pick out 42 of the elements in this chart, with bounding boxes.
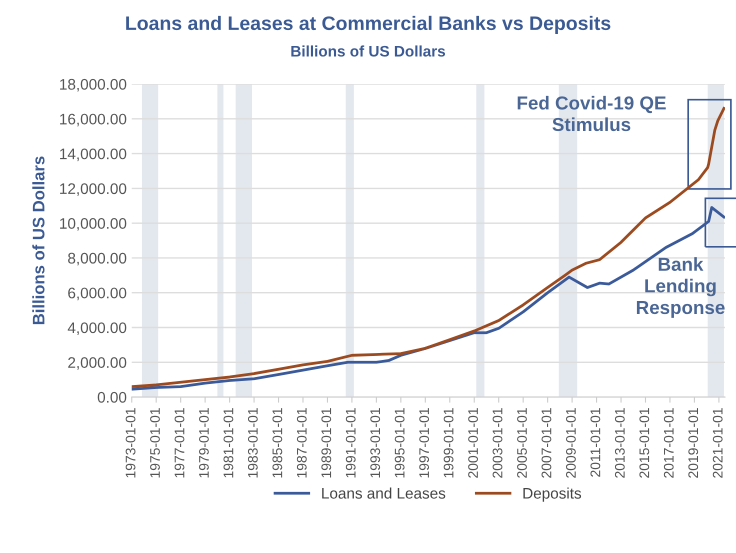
y-tick-label: 2,000.00 [68, 357, 126, 370]
x-tick-label: 2011-01-01 [590, 408, 600, 477]
y-axis-title: Billions of US Dollars [32, 156, 45, 324]
x-tick-label: 1999-01-01 [444, 408, 454, 478]
chart-subtitle: Billions of US Dollars [291, 45, 446, 57]
y-tick-label: 18,000.00 [60, 78, 126, 92]
x-tick-label: 2005-01-01 [517, 408, 527, 478]
y-tick-label: 8,000.00 [68, 252, 126, 266]
x-tick-label: 1977-01-01 [174, 408, 184, 478]
x-tick-label: 1975-01-01 [150, 408, 160, 478]
annotation: Fed Covid-19 QE Stimulus [518, 96, 666, 132]
x-tick-label: 1989-01-01 [321, 408, 332, 478]
y-tick-label: 4,000.00 [68, 322, 126, 335]
y-tick-label: 0.00 [98, 392, 126, 403]
x-tick-label: 2017-01-01 [664, 408, 674, 478]
x-tick-label: 1995-01-01 [394, 408, 405, 478]
x-tick-label: 1983-01-01 [248, 408, 258, 478]
annotation: Bank Lending Response [636, 257, 725, 318]
y-tick-label: 12,000.00 [60, 183, 126, 196]
y-tick-label: 14,000.00 [60, 148, 126, 162]
x-tick-label: 2015-01-01 [639, 408, 650, 478]
chart-title: Loans and Leases at Commercial Banks vs Deposits [126, 16, 610, 34]
legend-label: Loans and Leases [322, 487, 446, 499]
legend-label: Deposits [523, 487, 582, 502]
y-tick-label: 16,000.00 [60, 114, 126, 126]
x-tick-label: 2009-01-01 [566, 408, 576, 478]
x-tick-label: 2001-01-01 [468, 408, 478, 478]
x-tick-label: 2003-01-01 [492, 408, 502, 478]
x-tick-label: 1973-01-01 [126, 408, 136, 478]
x-tick-label: 1987-01-01 [296, 408, 307, 478]
x-tick-label: 2013-01-01 [614, 408, 625, 478]
x-tick-label: 1997-01-01 [419, 408, 430, 478]
x-tick-label: 1993-01-01 [370, 408, 380, 478]
x-tick-label: 2021-01-01 [712, 408, 723, 478]
y-tick-label: 10,000.00 [60, 218, 126, 231]
y-tick-label: 6,000.00 [68, 288, 126, 300]
x-tick-label: 1985-01-01 [272, 408, 282, 478]
x-tick-label: 1979-01-01 [199, 408, 209, 478]
x-tick-label: 1981-01-01 [223, 408, 234, 478]
x-tick-label: 2019-01-01 [688, 408, 698, 478]
x-tick-label: 2007-01-01 [542, 408, 552, 478]
x-tick-label: 1991-01-01 [346, 408, 356, 478]
